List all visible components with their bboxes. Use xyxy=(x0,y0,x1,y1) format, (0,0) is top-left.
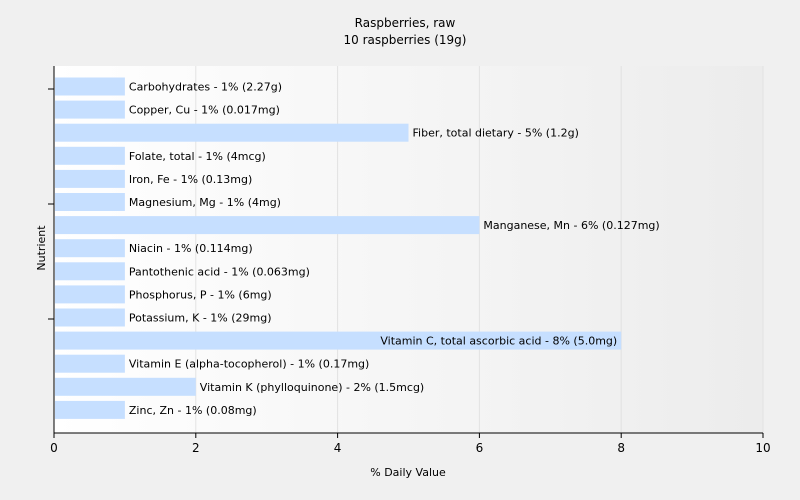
y-axis-title: Nutrient xyxy=(35,225,48,271)
bar-label-1: Copper, Cu - 1% (0.017mg) xyxy=(129,104,280,117)
bar-label-12: Vitamin E (alpha-tocopherol) - 1% (0.17m… xyxy=(129,358,369,371)
bar-3 xyxy=(55,146,125,165)
x-tick-label: 6 xyxy=(476,441,484,455)
y-axis-ticks xyxy=(48,88,54,320)
bar-label-13: Vitamin K (phylloquinone) - 2% (1.5mcg) xyxy=(200,381,424,394)
bar-14 xyxy=(55,400,125,419)
bar-12 xyxy=(55,354,125,373)
x-axis-ticks: 0 2 4 6 8 10 xyxy=(50,433,771,455)
bar-label-7: Niacin - 1% (0.114mg) xyxy=(129,242,253,255)
bar-label-5: Magnesium, Mg - 1% (4mg) xyxy=(129,196,281,209)
x-tick-label: 2 xyxy=(192,441,200,455)
bar-label-14: Zinc, Zn - 1% (0.08mg) xyxy=(129,404,257,417)
x-tick-label: 4 xyxy=(334,441,342,455)
bar-label-10: Potassium, K - 1% (29mg) xyxy=(129,312,272,325)
bar-0 xyxy=(55,77,125,96)
x-axis-title: % Daily Value xyxy=(370,466,446,479)
bar-6 xyxy=(55,216,480,235)
chart-subtitle: 10 raspberries (19g) xyxy=(344,33,467,47)
bar-label-3: Folate, total - 1% (4mcg) xyxy=(129,150,266,163)
bar-8 xyxy=(55,262,125,281)
bar-7 xyxy=(55,239,125,258)
x-tick-label: 8 xyxy=(617,441,625,455)
bar-label-9: Phosphorus, P - 1% (6mg) xyxy=(129,288,272,301)
bar-1 xyxy=(55,100,125,119)
x-tick-label: 10 xyxy=(755,441,770,455)
bar-label-0: Carbohydrates - 1% (2.27g) xyxy=(129,81,282,94)
bar-label-6: Manganese, Mn - 6% (0.127mg) xyxy=(483,219,659,232)
bar-4 xyxy=(55,169,125,188)
axes xyxy=(53,66,763,434)
bar-13 xyxy=(55,377,196,396)
bar-label-8: Pantothenic acid - 1% (0.063mg) xyxy=(129,265,310,278)
bar-5 xyxy=(55,193,125,211)
bar-label-4: Iron, Fe - 1% (0.13mg) xyxy=(129,173,252,186)
bar-11 xyxy=(55,331,622,350)
bar-label-11: Vitamin C, total ascorbic acid - 8% (5.0… xyxy=(380,335,617,348)
bar-9 xyxy=(55,285,125,304)
x-tick-label: 0 xyxy=(50,441,58,455)
bar-10 xyxy=(55,308,125,327)
bar-label-2: Fiber, total dietary - 5% (1.2g) xyxy=(413,127,579,140)
bar-2 xyxy=(55,123,409,142)
bar-series: Carbohydrates - 1% (2.27g) Copper, Cu - 1… xyxy=(55,77,660,419)
chart-title: Raspberries, raw xyxy=(355,16,456,30)
